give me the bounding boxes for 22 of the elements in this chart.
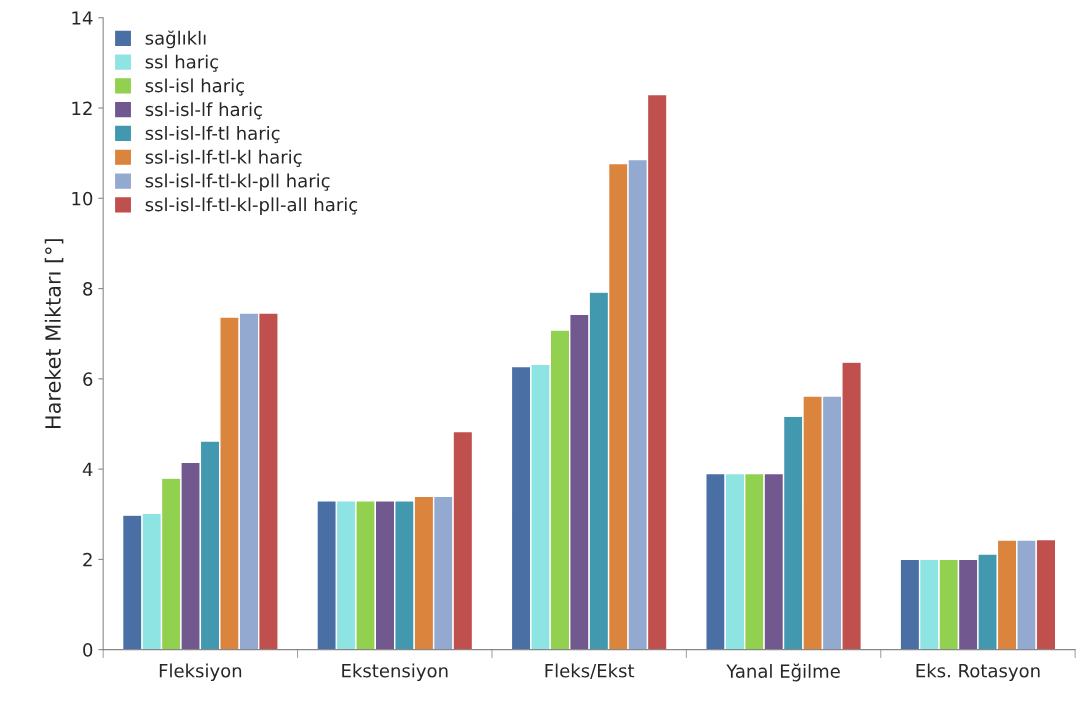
legend-label: ssl-isl-lf-tl-kl-pll hariç xyxy=(145,173,330,192)
x-tick-label: Eks. Rotasyon xyxy=(916,663,1040,682)
y-tick-label: 2 xyxy=(83,552,92,567)
y-tick-label: 8 xyxy=(83,282,93,296)
legend-label: ssl-isl-lf-tl hariç xyxy=(145,126,280,144)
y-axis-title: Hareket Miktarı [°] xyxy=(44,239,64,428)
y-tick-label: 12 xyxy=(72,101,92,115)
legend-label: ssl-isl-lf-tl-kl hariç xyxy=(145,149,302,168)
legend-label: ssl-isl-lf-tl-kl-pll-all hariç xyxy=(145,197,358,215)
x-tick-label: Yanal Eğilme xyxy=(726,663,840,682)
legend-label: ssl-isl-lf hariç xyxy=(145,102,262,120)
legend-label: ssl hariç xyxy=(145,54,219,72)
x-tick-label: Ekstensiyon xyxy=(342,663,448,682)
legend-label: ssl-isl hariç xyxy=(145,78,244,96)
y-tick-label: 6 xyxy=(83,372,93,386)
legend-label: sağlıklı xyxy=(145,30,206,49)
y-tick-label: 4 xyxy=(82,462,93,476)
x-tick-label: Fleks/Ekst xyxy=(545,663,635,679)
y-tick-label: 14 xyxy=(72,11,93,25)
x-tick-label: Fleksiyon xyxy=(159,663,242,682)
y-tick-label: 0 xyxy=(83,643,93,657)
y-tick-label: 10 xyxy=(72,191,93,206)
